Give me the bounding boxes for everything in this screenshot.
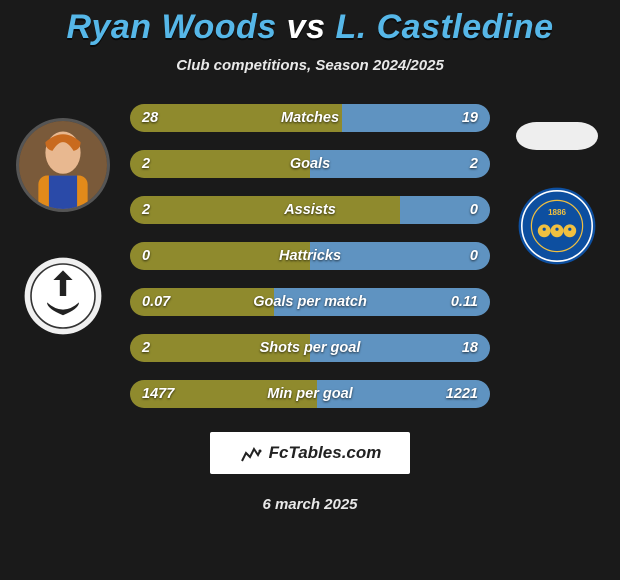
player1-avatar <box>16 118 110 212</box>
stat-bar-left <box>130 288 274 316</box>
stat-bar-right <box>400 196 490 224</box>
fctables-icon <box>239 441 263 465</box>
crest-left-icon <box>23 256 103 336</box>
source-logo: FcTables.com <box>210 432 410 474</box>
stat-row: Hattricks00 <box>130 242 490 270</box>
stat-row: Shots per goal218 <box>130 334 490 362</box>
stat-bar-right <box>310 334 490 362</box>
main-area: 1886 Matches2819 Goals22 Assists20 Hattrick… <box>0 104 620 408</box>
stat-row: Matches2819 <box>130 104 490 132</box>
stat-bar-left <box>130 196 400 224</box>
right-column: 1886 <box>502 104 612 266</box>
stat-bar-right <box>274 288 490 316</box>
source-logo-text: FcTables.com <box>269 443 382 463</box>
date-label: 6 march 2025 <box>0 496 620 513</box>
vs-separator: vs <box>287 8 326 46</box>
player1-name: Ryan Woods <box>66 8 276 46</box>
stat-bars: Matches2819 Goals22 Assists20 Hattricks00 Go… <box>130 104 490 408</box>
stat-row: Min per goal14771221 <box>130 380 490 408</box>
comparison-title: Ryan Woods vs L. Castledine <box>0 0 620 47</box>
stat-bar-right <box>310 242 490 270</box>
stat-bar-left <box>130 334 310 362</box>
stat-row: Goals22 <box>130 150 490 178</box>
player1-club-crest <box>23 256 103 336</box>
stat-bar-right <box>317 380 490 408</box>
stat-bar-left <box>130 104 342 132</box>
infographic-root: Ryan Woods vs L. Castledine Club competi… <box>0 0 620 580</box>
crest-right-icon: 1886 <box>517 186 597 266</box>
stat-bar-right <box>310 150 490 178</box>
stat-bar-left <box>130 380 317 408</box>
stat-bar-right <box>342 104 490 132</box>
stat-row: Goals per match0.070.11 <box>130 288 490 316</box>
stat-row: Assists20 <box>130 196 490 224</box>
player2-club-crest: 1886 <box>517 186 597 266</box>
svg-text:1886: 1886 <box>548 208 566 217</box>
left-column <box>8 104 118 336</box>
avatar-placeholder-icon <box>19 121 107 209</box>
stat-bar-left <box>130 242 310 270</box>
player2-name: L. Castledine <box>335 8 553 46</box>
stat-bar-left <box>130 150 310 178</box>
player2-avatar-placeholder <box>516 122 598 150</box>
subtitle: Club competitions, Season 2024/2025 <box>0 57 620 74</box>
